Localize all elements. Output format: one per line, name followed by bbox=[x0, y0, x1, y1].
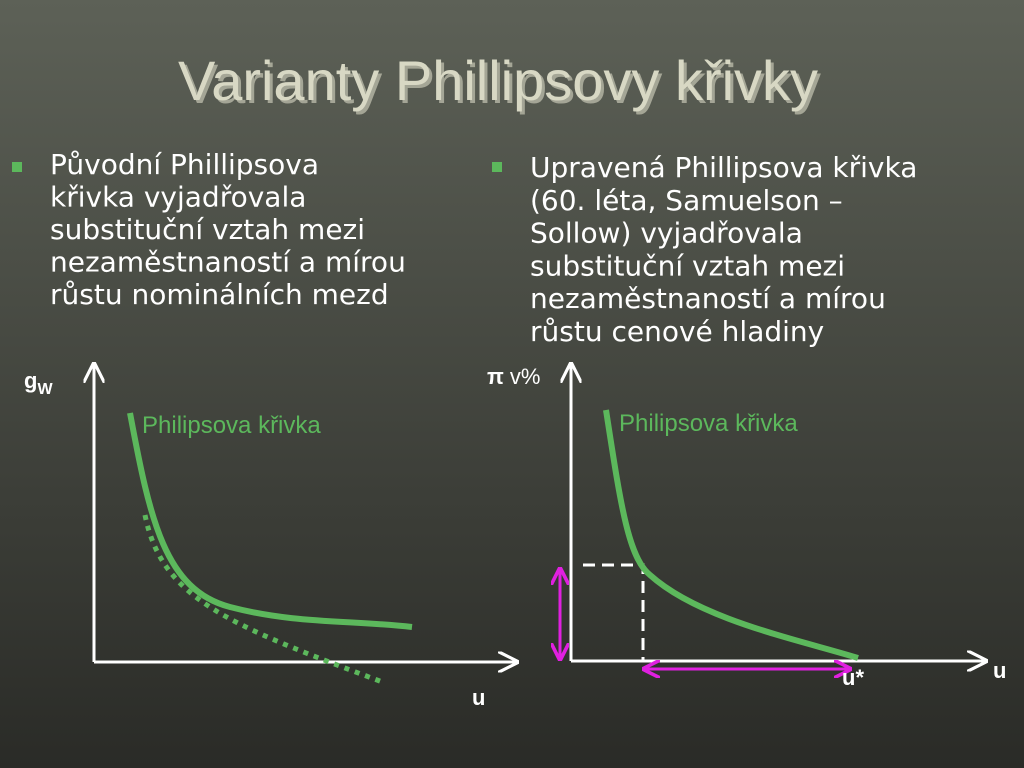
bullet-line: substituční vztah mezi bbox=[530, 249, 845, 282]
x-label: u bbox=[472, 685, 485, 710]
bullet-line: nezaměstnaností a mírou bbox=[50, 246, 406, 279]
bullet-line: (60. léta, Samuelson – bbox=[530, 184, 843, 217]
shifted-curve bbox=[142, 514, 386, 686]
bullet-marker bbox=[492, 162, 502, 172]
x-label: u bbox=[993, 658, 1006, 683]
phillips-curve bbox=[127, 412, 413, 630]
y-label-sub: W bbox=[37, 381, 53, 398]
y-label: gW bbox=[24, 368, 53, 398]
bullet-line: Sollow) vyjadřovala bbox=[530, 217, 803, 250]
y-label: π v% bbox=[487, 364, 540, 389]
marker-label: u* bbox=[842, 665, 864, 690]
bullet-line: substituční vztah mezi bbox=[50, 213, 365, 246]
phillips-curve bbox=[603, 409, 859, 661]
y-label-unit: v% bbox=[510, 364, 541, 389]
curve-label: Philipsova křivka bbox=[142, 412, 321, 439]
bullet-line: nezaměstnaností a mírou bbox=[530, 282, 886, 315]
curve-label: Philipsova křivka bbox=[619, 410, 798, 437]
bullet-line: růstu nominálních mezd bbox=[50, 278, 389, 311]
y-label-main: π bbox=[487, 364, 504, 389]
bullet-right: Upravená Phillipsova křivka(60. léta, Sa… bbox=[530, 151, 917, 348]
bullet-line: Původní Phillipsova bbox=[50, 148, 319, 181]
bullet-marker bbox=[12, 162, 22, 172]
bullet-line: křivka vyjadřovala bbox=[50, 181, 306, 214]
title-shadow: Varianty Phillipsovy křivky bbox=[181, 52, 821, 115]
y-label-main: g bbox=[24, 368, 37, 393]
title: Varianty Phillipsovy křivky bbox=[178, 49, 818, 112]
bullet-line: Upravená Phillipsova křivka bbox=[530, 151, 917, 184]
bullet-line: růstu cenové hladiny bbox=[530, 315, 824, 348]
